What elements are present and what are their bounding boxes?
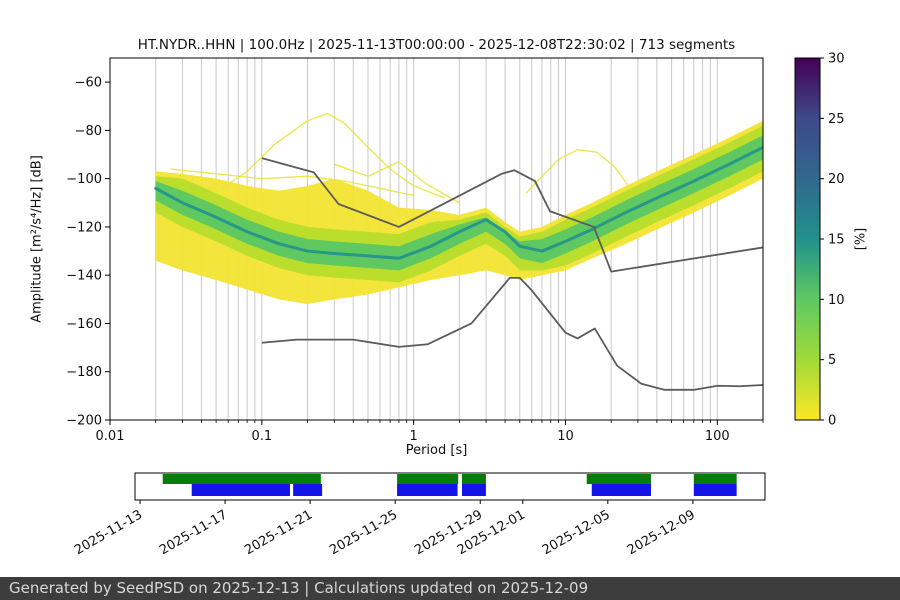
svg-text:2025-11-21: 2025-11-21 [242, 507, 315, 558]
svg-text:−140: −140 [66, 269, 102, 284]
svg-text:30: 30 [828, 52, 845, 67]
x-axis-label: Period [s] [405, 443, 468, 458]
svg-text:0.01: 0.01 [96, 429, 125, 444]
colorbar: 0 5 10 15 20 25 30 [794, 52, 845, 429]
noise-model-lines [261, 157, 763, 391]
svg-text:−100: −100 [66, 172, 102, 187]
svg-text:−200: −200 [66, 414, 102, 429]
colorbar-label: [%] [853, 227, 869, 251]
svg-text:10: 10 [828, 293, 845, 308]
x-axis-ticks: 0.01 0.1 1 10 100 [96, 420, 764, 444]
svg-text:2025-11-13: 2025-11-13 [72, 507, 145, 558]
svg-text:−120: −120 [66, 220, 102, 235]
axes-frame [109, 57, 764, 421]
svg-text:15: 15 [828, 233, 845, 248]
svg-text:2025-11-25: 2025-11-25 [327, 507, 400, 558]
svg-text:100: 100 [705, 429, 730, 444]
svg-text:0.1: 0.1 [251, 429, 272, 444]
y-axis-ticks: −60 −80 −100 −120 −140 −160 −180 −200 [66, 76, 110, 429]
svg-text:−180: −180 [66, 365, 102, 380]
svg-text:−80: −80 [75, 124, 102, 139]
ppsd-density-cloud [154, 112, 763, 305]
svg-text:25: 25 [828, 112, 845, 127]
svg-text:2025-12-09: 2025-12-09 [625, 507, 698, 558]
plot-title: HT.NYDR..HHN | 100.0Hz | 2025-11-13T00:0… [137, 37, 736, 53]
svg-text:2025-11-17: 2025-11-17 [157, 507, 230, 558]
footer-text: Generated by SeedPSD on 2025-12-13 | Cal… [9, 579, 589, 597]
svg-text:10: 10 [557, 429, 574, 444]
svg-text:−160: −160 [66, 317, 102, 332]
svg-text:0: 0 [828, 414, 836, 429]
svg-text:−60: −60 [75, 76, 102, 91]
svg-text:5: 5 [828, 353, 836, 368]
svg-text:2025-12-05: 2025-12-05 [540, 507, 613, 558]
data-availability-timeline: 2025-11-13 2025-11-17 2025-11-21 2025-11-25… [72, 472, 766, 558]
footer-bar: Generated by SeedPSD on 2025-12-13 | Cal… [0, 577, 900, 600]
y-axis-label: Amplitude [m²/s⁴/Hz] [dB] [29, 155, 45, 323]
svg-text:1: 1 [410, 429, 418, 444]
svg-text:20: 20 [828, 172, 845, 187]
